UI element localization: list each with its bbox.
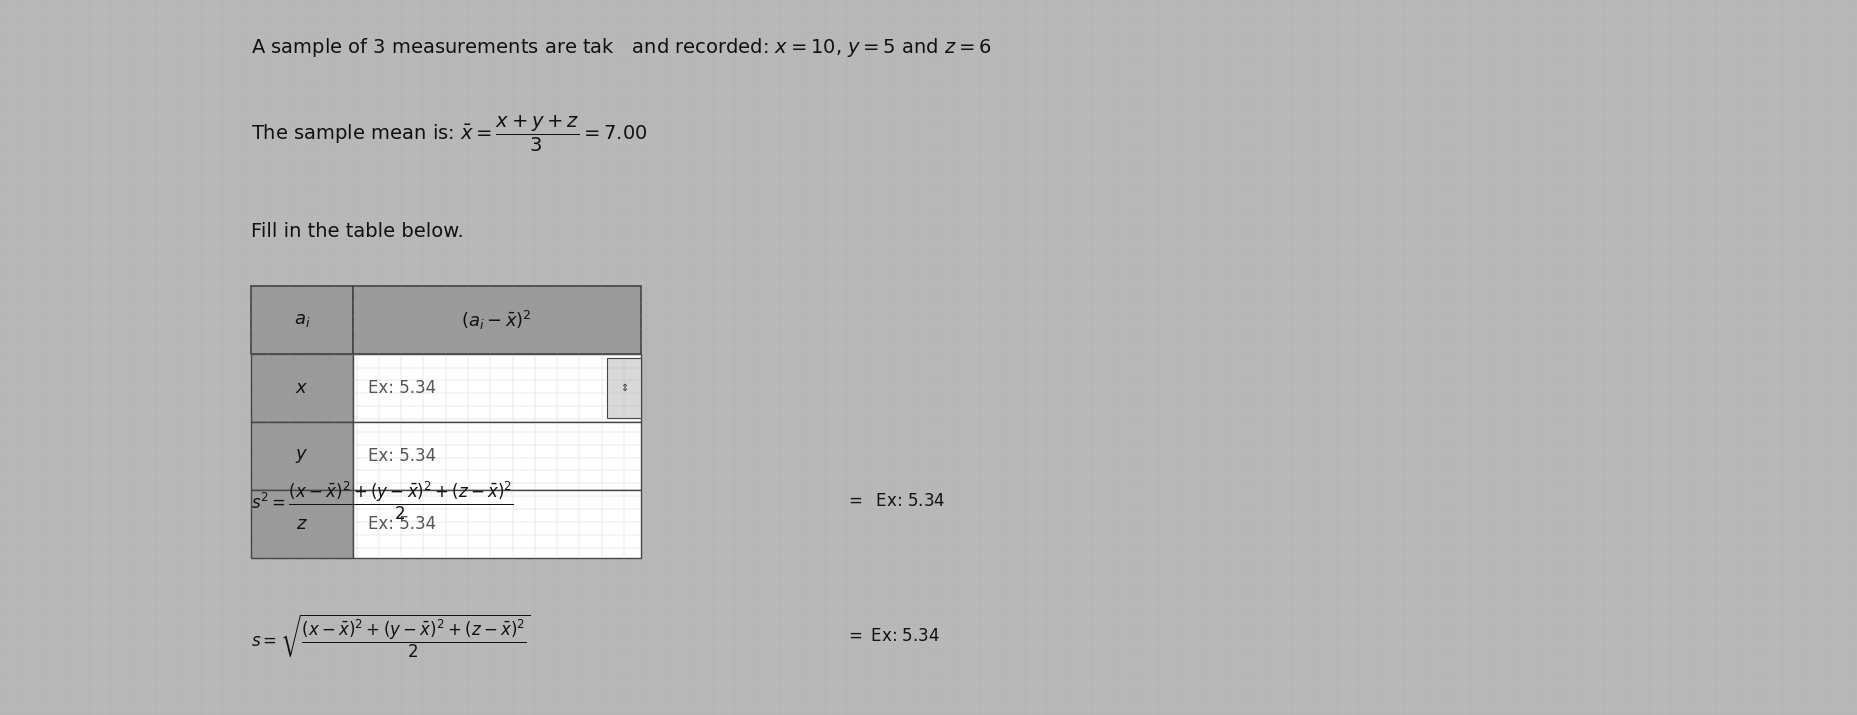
Text: Fill in the table below.: Fill in the table below. [251,222,464,241]
Text: $s = \sqrt{\dfrac{(x-\bar{x})^2+(y-\bar{x})^2+(z-\bar{x})^2}{2}}$: $s = \sqrt{\dfrac{(x-\bar{x})^2+(y-\bar{… [251,613,531,660]
Text: Ex: 5.34: Ex: 5.34 [368,447,436,465]
Bar [251,354,353,422]
Text: $x$: $x$ [295,379,308,397]
Text: $s^2 = \dfrac{(x-\bar{x})^2+(y-\bar{x})^2+(z-\bar{x})^2}{2}$: $s^2 = \dfrac{(x-\bar{x})^2+(y-\bar{x})^… [251,479,514,522]
Text: A sample of 3 measurements are tak   and recorded: $x = 10$, $y = 5$ and $z = 6$: A sample of 3 measurements are tak and r… [251,36,992,59]
Bar [251,286,353,354]
Bar [251,422,353,490]
Text: The sample mean is: $\bar{x} = \dfrac{x+y+z}{3} = 7.00$: The sample mean is: $\bar{x} = \dfrac{x+… [251,114,646,154]
Text: $=$  Ex: 5.34: $=$ Ex: 5.34 [845,491,945,510]
Bar [353,354,641,422]
Bar [607,358,641,418]
Text: Ex: 5.34: Ex: 5.34 [368,379,436,397]
Bar [353,422,641,490]
Text: $a_i$: $a_i$ [293,311,310,329]
Text: Ex: 5.34: Ex: 5.34 [368,515,436,533]
Bar [353,490,641,558]
Bar [251,490,353,558]
Bar [353,286,641,354]
Text: $(a_i - \bar{x})^2$: $(a_i - \bar{x})^2$ [461,308,533,332]
Text: $z$: $z$ [295,515,308,533]
Text: $=$ Ex: 5.34: $=$ Ex: 5.34 [845,627,940,646]
Text: $y$: $y$ [295,447,308,465]
Text: ⇕: ⇕ [620,383,628,393]
